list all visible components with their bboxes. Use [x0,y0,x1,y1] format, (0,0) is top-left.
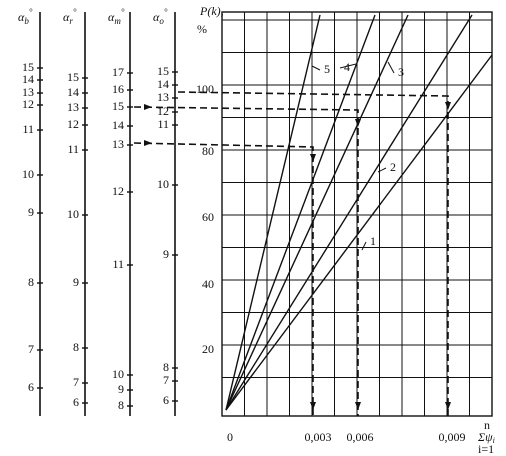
scale-tick-label: 15 [112,99,124,113]
ray [225,14,321,411]
arrowhead [310,154,316,162]
scale-tick-label: 12 [22,97,34,111]
scale-tick-label: 11 [22,122,34,136]
reading-path [133,142,314,416]
x-tick-label: 0 [227,430,233,444]
scale-tick-label: 8 [163,360,169,374]
scale-tick-label: 8 [73,340,79,354]
scale-unit: ° [29,7,33,17]
scale-sub: b [24,16,29,26]
scale-tick-label: 9 [28,205,34,219]
scale-tick-label: 6 [163,393,169,407]
scale-symbol: α [18,10,25,24]
scale-tick-label: 7 [163,373,169,387]
scale-tick-label: 6 [28,380,34,394]
arrowhead [445,102,451,110]
arrowhead [355,402,361,410]
scale-tick-label: 14 [112,118,124,132]
scale-symbol: α [153,10,160,24]
scale-tick-label: 11 [157,117,169,131]
y-axis-unit: % [197,22,207,36]
x-tick-label: 0,006 [347,430,374,444]
ray [225,14,409,411]
ray-label: 2 [390,160,396,174]
ray-label: 1 [370,234,376,248]
scale-tick-label: 10 [112,367,124,381]
y-tick-label: 80 [202,144,214,158]
y-axis-label: P(k), [199,4,224,18]
reading-path [177,91,449,416]
sum-lower: i=1 [478,442,494,456]
y-tick-label: 100 [196,82,214,96]
scale-tick-label: 16 [112,82,124,96]
scale-tick-label: 10 [157,177,169,191]
ray-label: 3 [398,65,404,79]
x-tick-label: 0,009 [439,430,466,444]
scale-tick-label: 12 [112,184,124,198]
ray-leader [361,241,367,251]
scale-tick-label: 6 [73,395,79,409]
arrowhead [445,402,451,410]
arrowhead [144,140,152,146]
scale-tick-label: 13 [157,90,169,104]
scale-tick-label: 9 [118,382,124,396]
ray-leader [377,167,387,173]
x-axis-label: Σψi [477,430,495,445]
scale-sub: r [69,16,73,26]
scale-title: αr° [63,7,77,26]
scale-unit: ° [73,7,77,17]
arrowhead [310,402,316,410]
scale-tick-label: 13 [67,100,79,114]
ray [225,14,473,411]
scale-sub: o [159,16,164,26]
scale-tick-label: 12 [157,104,169,118]
scale-tick-label: 10 [67,207,79,221]
reading-path [133,106,359,416]
scale-tick-label: 10 [22,167,34,181]
ray [225,54,493,411]
ray-leader [339,63,357,69]
y-tick-label: 60 [202,210,214,224]
scale-tick-label: 13 [112,137,124,151]
scale-tick-label: 7 [28,342,34,356]
scale-symbol: α [63,10,70,24]
scale-tick-label: 9 [163,247,169,261]
scale-unit: ° [121,7,125,17]
x-label-main: Σψ [477,430,493,444]
scale-tick-label: 14 [67,85,79,99]
ray-leader [311,65,321,71]
scale-tick-label: 14 [157,77,169,91]
scale-tick-label: 14 [22,72,34,86]
scale-title: αb° [18,7,33,26]
scale-tick-label: 15 [157,64,169,78]
x-tick-label: 0,003 [305,430,332,444]
scale-tick-label: 12 [67,117,79,131]
scale-title: αo° [153,7,168,26]
arrowhead [355,119,361,127]
arrowhead [144,104,152,110]
scale-tick-label: 17 [112,65,124,79]
scale-tick-label: 7 [73,375,79,389]
scale-tick-label: 8 [118,398,124,412]
scale-tick-label: 15 [67,70,79,84]
sum-upper: n [484,418,490,432]
ray [225,14,376,411]
scale-tick-label: 9 [73,275,79,289]
scale-title: αm° [108,7,125,26]
ray-label: 5 [324,62,330,76]
scale-tick-label: 11 [67,142,79,156]
scale-tick-label: 8 [28,275,34,289]
x-label-sub: i [493,436,495,445]
ray-leader [387,61,395,74]
scale-tick-label: 13 [22,85,34,99]
scale-unit: ° [164,7,168,17]
y-tick-label: 20 [202,342,214,356]
scale-symbol: α [108,10,115,24]
ray-label: 4 [344,60,350,74]
scale-tick-label: 11 [112,257,124,271]
scale-sub: m [114,16,121,26]
scale-tick-label: 15 [22,60,34,74]
y-tick-label: 40 [202,277,214,291]
